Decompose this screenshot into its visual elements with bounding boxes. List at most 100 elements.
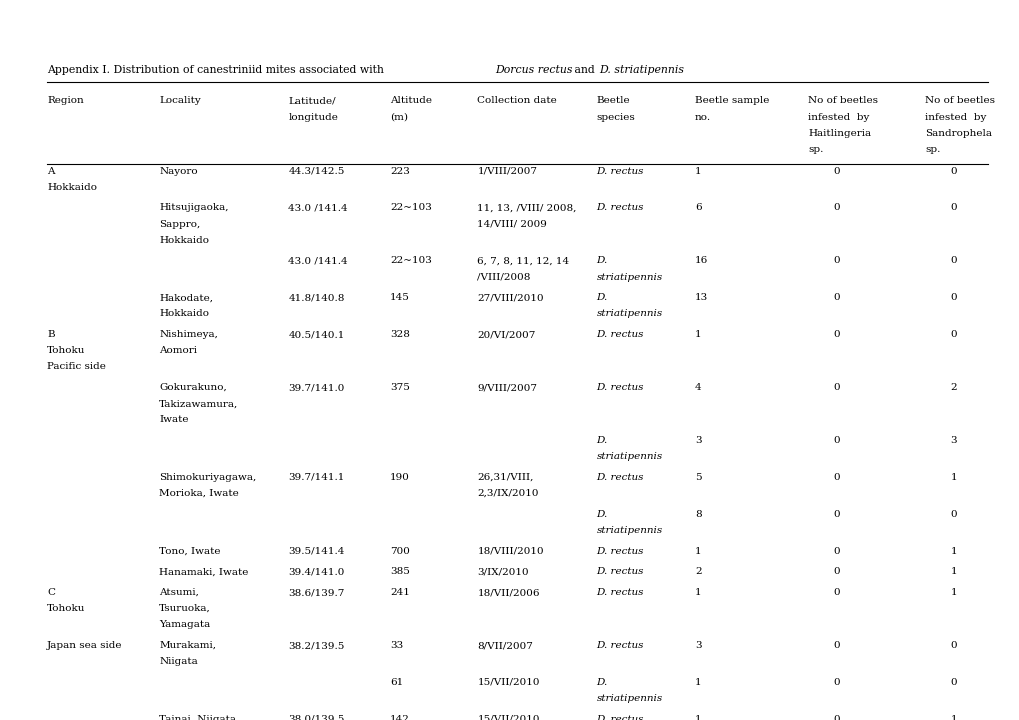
Text: Appendix I. Distribution of canestriniid mites associated with: Appendix I. Distribution of canestriniid…	[47, 65, 387, 74]
Text: 0: 0	[833, 546, 840, 556]
Text: 38.2/139.5: 38.2/139.5	[288, 641, 344, 650]
Text: Beetle: Beetle	[596, 96, 630, 105]
Text: Nayoro: Nayoro	[159, 166, 198, 176]
Text: 41.8/140.8: 41.8/140.8	[288, 293, 344, 302]
Text: striatipennis: striatipennis	[596, 526, 662, 535]
Text: 0: 0	[833, 293, 840, 302]
Text: 0: 0	[950, 641, 956, 650]
Text: 1: 1	[950, 546, 956, 556]
Text: Aomori: Aomori	[159, 346, 197, 355]
Text: 5: 5	[695, 473, 701, 482]
Text: 1: 1	[695, 166, 701, 176]
Text: D. rectus: D. rectus	[596, 383, 643, 392]
Text: 1: 1	[695, 678, 701, 687]
Text: 16: 16	[695, 256, 707, 266]
Text: 1: 1	[695, 588, 701, 597]
Text: D. rectus: D. rectus	[596, 166, 643, 176]
Text: Hitsujigaoka,: Hitsujigaoka,	[159, 204, 228, 212]
Text: 22~103: 22~103	[389, 256, 431, 266]
Text: D.: D.	[596, 678, 607, 687]
Text: 0: 0	[833, 473, 840, 482]
Text: 1: 1	[950, 715, 956, 720]
Text: 14/VIII/ 2009: 14/VIII/ 2009	[477, 220, 547, 228]
Text: 241: 241	[389, 588, 410, 597]
Text: 0: 0	[833, 204, 840, 212]
Text: D.: D.	[596, 256, 607, 266]
Text: D. rectus: D. rectus	[596, 715, 643, 720]
Text: 1: 1	[695, 715, 701, 720]
Text: 1: 1	[950, 567, 956, 576]
Text: B: B	[47, 330, 55, 339]
Text: D. rectus: D. rectus	[596, 330, 643, 339]
Text: 0: 0	[833, 510, 840, 518]
Text: 3/IX/2010: 3/IX/2010	[477, 567, 529, 576]
Text: Yamagata: Yamagata	[159, 621, 210, 629]
Text: Region: Region	[47, 96, 84, 105]
Text: striatipennis: striatipennis	[596, 273, 662, 282]
Text: D. rectus: D. rectus	[596, 546, 643, 556]
Text: 0: 0	[833, 678, 840, 687]
Text: Hakodate,: Hakodate,	[159, 293, 213, 302]
Text: 2: 2	[695, 567, 701, 576]
Text: (m): (m)	[389, 112, 408, 122]
Text: Hokkaido: Hokkaido	[47, 183, 97, 192]
Text: no.: no.	[695, 112, 710, 122]
Text: 0: 0	[950, 256, 956, 266]
Text: D. rectus: D. rectus	[596, 588, 643, 597]
Text: 6, 7, 8, 11, 12, 14: 6, 7, 8, 11, 12, 14	[477, 256, 569, 266]
Text: 18/VII/2006: 18/VII/2006	[477, 588, 539, 597]
Text: sp.: sp.	[924, 145, 940, 154]
Text: /VIII/2008: /VIII/2008	[477, 273, 530, 282]
Text: 8: 8	[695, 510, 701, 518]
Text: 0: 0	[833, 436, 840, 445]
Text: 39.5/141.4: 39.5/141.4	[288, 546, 344, 556]
Text: 40.5/140.1: 40.5/140.1	[288, 330, 344, 339]
Text: C: C	[47, 588, 55, 597]
Text: 0: 0	[950, 204, 956, 212]
Text: Sappro,: Sappro,	[159, 220, 200, 228]
Text: 0: 0	[833, 166, 840, 176]
Text: A: A	[47, 166, 55, 176]
Text: 0: 0	[950, 330, 956, 339]
Text: Hokkaido: Hokkaido	[159, 235, 209, 245]
Text: 18/VIII/2010: 18/VIII/2010	[477, 546, 543, 556]
Text: sp.: sp.	[807, 145, 822, 154]
Text: 0: 0	[833, 383, 840, 392]
Text: D. rectus: D. rectus	[596, 567, 643, 576]
Text: 0: 0	[833, 715, 840, 720]
Text: 43.0 /141.4: 43.0 /141.4	[288, 204, 347, 212]
Text: 39.4/141.0: 39.4/141.0	[288, 567, 344, 576]
Text: 375: 375	[389, 383, 410, 392]
Text: 20/VI/2007: 20/VI/2007	[477, 330, 535, 339]
Text: 15/VII/2010: 15/VII/2010	[477, 715, 539, 720]
Text: 1: 1	[695, 330, 701, 339]
Text: 385: 385	[389, 567, 410, 576]
Text: Murakami,: Murakami,	[159, 641, 216, 650]
Text: Niigata: Niigata	[159, 657, 198, 666]
Text: Dorcus rectus: Dorcus rectus	[494, 65, 572, 74]
Text: D. striatipennis: D. striatipennis	[599, 65, 684, 74]
Text: infested  by: infested by	[807, 112, 868, 122]
Text: 2: 2	[950, 383, 956, 392]
Text: 6: 6	[695, 204, 701, 212]
Text: Takizawamura,: Takizawamura,	[159, 399, 238, 408]
Text: infested  by: infested by	[924, 112, 985, 122]
Text: Tsuruoka,: Tsuruoka,	[159, 604, 211, 613]
Text: 33: 33	[389, 641, 403, 650]
Text: striatipennis: striatipennis	[596, 452, 662, 462]
Text: 0: 0	[950, 293, 956, 302]
Text: 43.0 /141.4: 43.0 /141.4	[288, 256, 347, 266]
Text: and: and	[571, 65, 598, 74]
Text: 0: 0	[833, 641, 840, 650]
Text: D. rectus: D. rectus	[596, 204, 643, 212]
Text: Gokurakuno,: Gokurakuno,	[159, 383, 226, 392]
Text: D.: D.	[596, 510, 607, 518]
Text: 1/VIII/2007: 1/VIII/2007	[477, 166, 537, 176]
Text: 26,31/VIII,: 26,31/VIII,	[477, 473, 533, 482]
Text: 145: 145	[389, 293, 410, 302]
Text: 38.6/139.7: 38.6/139.7	[288, 588, 344, 597]
Text: 38.0/139.5: 38.0/139.5	[288, 715, 344, 720]
Text: 3: 3	[950, 436, 956, 445]
Text: Pacific side: Pacific side	[47, 362, 106, 372]
Text: 142: 142	[389, 715, 410, 720]
